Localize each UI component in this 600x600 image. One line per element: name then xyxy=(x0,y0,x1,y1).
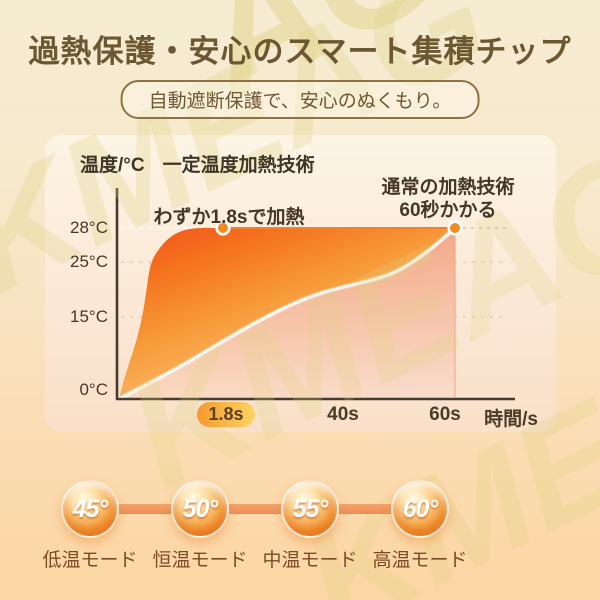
data-point-fast-1-8s xyxy=(215,220,231,236)
slow-annotation: 通常の加熱技術 60秒かかる xyxy=(367,176,529,222)
mode-label-medium: 中温モード xyxy=(262,550,358,571)
y-tick-15: 15°C xyxy=(70,307,108,326)
mode-connector-bar xyxy=(90,504,420,514)
slow-heating-curve xyxy=(118,227,456,401)
x-tick-40s: 40s xyxy=(327,404,359,425)
mode-temp-50: 50° xyxy=(182,494,219,523)
mode-ball-55: 55° xyxy=(281,480,339,538)
chart-header: 温度/°C 一定温度加熱技術 xyxy=(80,150,315,177)
mode-temp-60: 60° xyxy=(402,494,439,523)
x-axis-title: 時間/s xyxy=(484,409,538,430)
x-tick-60s: 60s xyxy=(429,404,461,425)
mode-ball-45: 45° xyxy=(61,480,119,538)
y-axis-title: 温度/°C xyxy=(80,155,145,176)
y-tick-25: 25°C xyxy=(70,252,108,271)
mode-ball-60: 60° xyxy=(391,480,449,538)
y-tick-0: 0°C xyxy=(79,380,108,399)
fast-annotation: わずか1.8sで加熱 xyxy=(153,207,305,228)
mode-ball-50: 50° xyxy=(171,480,229,538)
mode-label-high: 高温モード xyxy=(372,550,468,571)
slow-annotation-line2: 60秒かかる xyxy=(399,200,497,221)
mode-temp-45: 45° xyxy=(72,494,109,523)
mode-label-low: 低温モード xyxy=(42,550,138,571)
slow-heating-area xyxy=(119,228,455,399)
slow-annotation-line1: 通常の加熱技術 xyxy=(381,177,515,198)
fast-tech-label: 一定温度加熱技術 xyxy=(162,155,315,176)
mode-label-constant: 恒温モード xyxy=(152,550,248,571)
x-tick-1-8s-highlight: 1.8s xyxy=(197,402,255,427)
y-tick-28: 28°C xyxy=(70,218,108,237)
mode-temp-55: 55° xyxy=(292,494,329,523)
data-point-slow-60s xyxy=(447,220,463,236)
subtitle-badge: 自動遮断保護で、安心のぬくもり。 xyxy=(120,80,480,119)
temperature-chart xyxy=(115,188,515,402)
page-title: 過熱保護・安心のスマート集積チップ xyxy=(28,34,572,69)
